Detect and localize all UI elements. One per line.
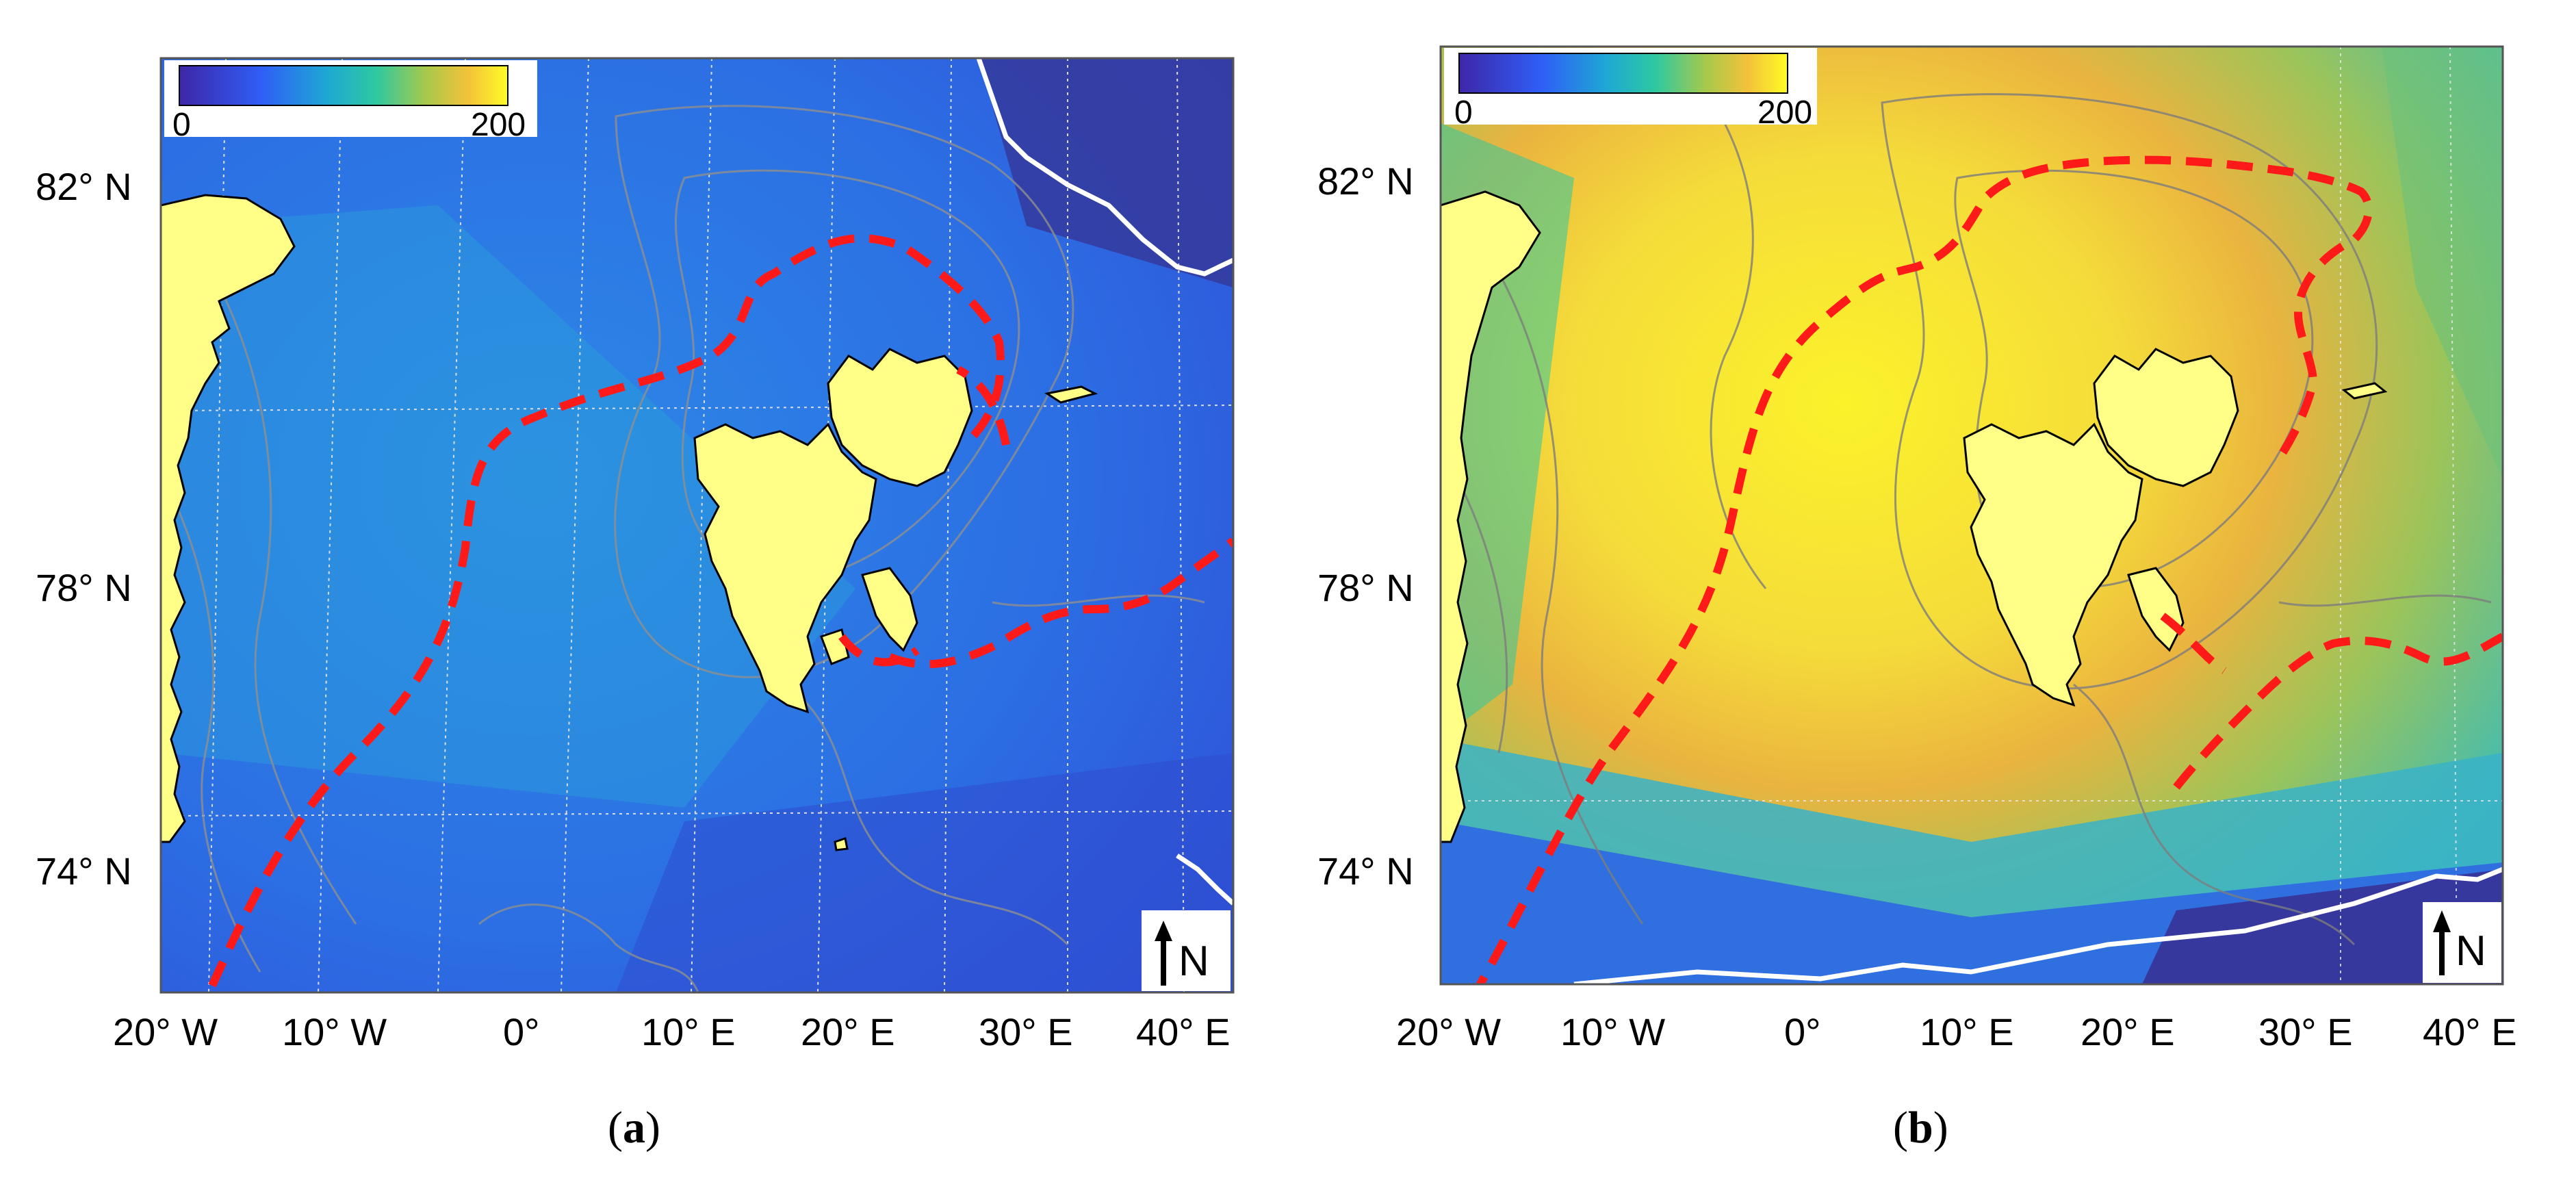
field-patch-northeast [2382,47,2503,479]
arrow-icon [1155,921,1172,986]
colorbar-gradient [179,65,508,106]
map-b: 0 200 N [1439,45,2504,986]
panel-caption-a: (a) [608,1103,660,1153]
map-panel-a: 0 200 N 82° N 78° N 74° N 20° W 10° W 0°… [0,0,1287,1180]
lon-label-40e: 40° E [2423,1010,2517,1053]
field-patch-low [979,58,1233,287]
field-patch-southeast [2142,869,2503,984]
panel-caption-b: (b) [1893,1103,1948,1153]
map-frame [1439,45,2504,986]
lat-label-78: 78° N [36,566,132,609]
arrow-icon [2433,910,2451,975]
map-frame [159,57,1235,994]
lon-label-40e: 40° E [1136,1010,1231,1053]
lat-label-82: 82° N [36,165,132,208]
lon-label-20w: 20° W [1396,1010,1502,1053]
colorbar-b: 0 200 [1444,48,1817,131]
lon-label-30e: 30° E [2258,1010,2353,1053]
lat-label-82: 82° N [1317,159,1414,203]
lat-label-74: 74° N [36,849,132,893]
greenland-landmass [1441,190,1541,843]
field-patch-high [161,205,855,808]
greenland-landmass [161,194,296,843]
sea-ice-boundary-south [1573,867,2503,984]
north-arrow: N [1142,910,1231,991]
lon-label-20w: 20° W [113,1010,218,1053]
map-panel-b: 0 200 N 82° N 78° N 74° N 20° W 10° W 0°… [1287,0,2576,1180]
lat-label-74: 74° N [1317,849,1414,893]
colorbar-min-label: 0 [1454,94,1473,131]
lon-label-30e: 30° E [979,1010,1073,1053]
ice-edge-dashed [208,234,1233,988]
colorbar-min-label: 0 [172,107,191,143]
lon-label-10w: 10° W [1560,1010,1666,1053]
lon-label-10e: 10° E [641,1010,736,1053]
colorbar-gradient [1458,53,1788,94]
lon-label-20e: 20° E [2081,1010,2175,1053]
north-label: N [1178,938,1209,985]
sea-ice-boundary-north [976,58,1233,277]
colorbar-max-label: 200 [471,107,526,143]
field-patch-south-transition [1441,739,2503,917]
graticule [1441,47,2503,984]
colorbar-max-label: 200 [1757,94,1812,131]
sea-ice-boundary-south [1176,854,1233,906]
svalbard-landmass [693,348,1098,851]
lon-label-0: 0° [1784,1010,1821,1053]
map-a: 0 200 N [159,57,1235,994]
lon-label-10w: 10° W [282,1010,387,1053]
north-label: N [2456,927,2486,975]
lon-label-10e: 10° E [1920,1010,2014,1053]
bathymetry-contours [1456,93,2492,946]
lat-label-78: 78° N [1317,566,1414,609]
svalbard-landmass [1963,348,2388,707]
ice-edge-dashed [1475,155,2503,984]
colorbar-a: 0 200 [164,60,537,143]
north-arrow: N [2423,902,2501,983]
lon-label-20e: 20° E [801,1010,895,1053]
lon-label-0: 0° [503,1010,540,1053]
